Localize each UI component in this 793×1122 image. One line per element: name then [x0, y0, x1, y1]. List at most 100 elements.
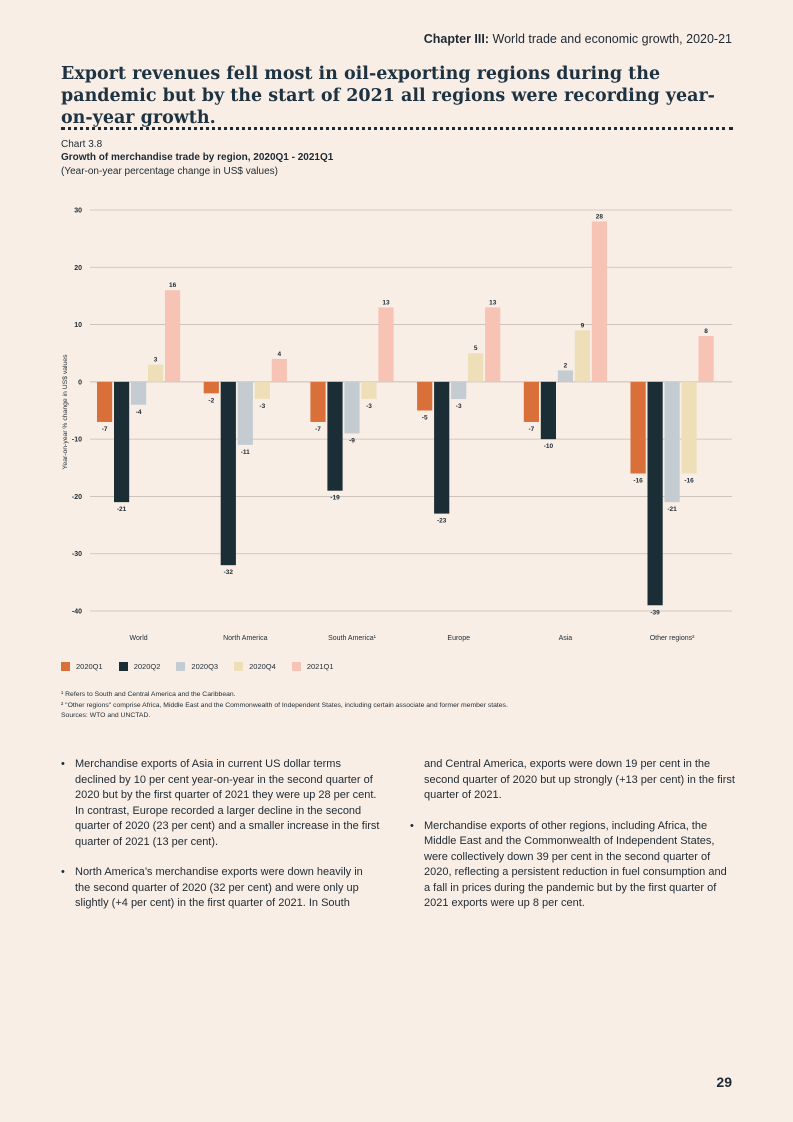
dotted-divider	[61, 127, 733, 130]
x-tick-label: Europe	[447, 635, 470, 642]
bar-2020q4-3	[468, 353, 484, 382]
bar-2020q4-1	[254, 381, 270, 400]
chapter-header: Chapter III: World trade and economic gr…	[424, 32, 732, 46]
body-column-right: and Central America, exports were down 1…	[410, 757, 735, 927]
legend-swatch	[61, 662, 70, 671]
chart-title: Growth of merchandise trade by region, 2…	[61, 152, 334, 163]
legend-item-2021q1: 2021Q1	[291, 662, 334, 671]
y-tick-label: 20	[74, 265, 82, 272]
data-label: 4	[277, 351, 281, 358]
bar-2020q3-2	[344, 381, 360, 434]
data-label: -7	[102, 426, 108, 433]
legend-item-2020q2: 2020Q2	[118, 662, 161, 671]
data-label: -10	[544, 443, 554, 450]
data-label: -11	[241, 449, 250, 456]
y-tick-label: 10	[74, 322, 82, 329]
bar-2021q1-4	[591, 221, 607, 382]
data-label: -23	[437, 518, 447, 525]
y-tick-label: 30	[74, 208, 82, 215]
bar-2020q2-3	[434, 381, 450, 514]
data-label: 3	[154, 357, 158, 364]
data-label: -3	[366, 403, 372, 410]
data-label: 5	[474, 345, 478, 352]
bar-2020q4-4	[574, 330, 590, 382]
data-labels: -7 -21 -4 3 16 -2 -32 -11 -3 4 -7 -19 -9 -3 13 -5 -23 -3 5…	[102, 213, 709, 616]
data-label: -16	[633, 478, 643, 485]
footnote-2: ² "Other regions" comprise Africa, Middl…	[61, 701, 508, 709]
data-label: -9	[349, 437, 355, 444]
bar-2020q4-2	[361, 381, 377, 400]
y-tick-label: -20	[72, 494, 82, 501]
y-tick-label: -30	[72, 551, 82, 558]
bar-2020q2-1	[220, 381, 236, 566]
bar-2020q1-3	[417, 381, 433, 411]
bar-2020q3-5	[664, 381, 680, 503]
legend-label: 2020Q4	[249, 662, 276, 671]
bar-2020q2-0	[114, 381, 130, 503]
legend-label: 2021Q1	[306, 662, 334, 671]
legend-swatch	[118, 662, 128, 671]
paragraph-south-america: and Central America, exports were down 1…	[424, 758, 735, 801]
y-tick-label: 0	[78, 379, 82, 386]
legend-label: 2020Q2	[133, 662, 161, 671]
data-label: 28	[596, 213, 604, 220]
data-label: -19	[330, 495, 340, 502]
legend-swatch	[176, 662, 186, 671]
data-label: -32	[224, 569, 234, 576]
y-axis-label: Year-on-year % change in US$ values	[62, 354, 69, 470]
bar-2021q1-2	[378, 307, 394, 382]
paragraph-asia-europe: Merchandise exports of Asia in current U…	[61, 757, 381, 850]
bar-2020q2-5	[647, 381, 663, 606]
chart-legend: 2020Q1 2020Q2 2020Q3 2020Q4 2021Q1	[61, 662, 334, 671]
bar-2021q1-0	[165, 290, 181, 382]
bar-2020q2-4	[540, 381, 556, 440]
y-axis-ticks: 30 20 10 0 -10 -20 -30 -40	[72, 208, 82, 616]
bar-2021q1-5	[698, 336, 714, 382]
bar-2020q2-2	[327, 381, 343, 491]
legend-label: 2020Q1	[76, 662, 103, 671]
x-tick-label: Other regions²	[650, 635, 695, 642]
chart-bars	[97, 221, 714, 606]
bar-2021q1-3	[485, 307, 501, 382]
data-label: -21	[667, 506, 677, 513]
data-label: 8	[704, 328, 708, 335]
body-column-left: Merchandise exports of Asia in current U…	[61, 757, 381, 927]
bar-2020q1-5	[630, 381, 646, 474]
data-label: 13	[489, 299, 497, 306]
bar-2020q4-0	[148, 364, 164, 382]
chart-number: Chart 3.8	[61, 139, 103, 150]
bar-2020q1-4	[523, 381, 539, 422]
legend-label: 2020Q3	[191, 662, 219, 671]
bar-2021q1-1	[271, 358, 287, 382]
data-label: -39	[650, 609, 660, 616]
data-label: 13	[382, 299, 390, 306]
data-label: -16	[684, 478, 694, 485]
bar-2020q3-4	[557, 370, 573, 382]
x-tick-label: Asia	[559, 635, 573, 642]
x-tick-label: North America	[223, 635, 267, 642]
data-label: -3	[456, 403, 462, 410]
y-tick-label: -10	[72, 437, 82, 444]
data-label: 16	[169, 282, 177, 289]
bar-2020q3-1	[237, 381, 253, 445]
data-label: -7	[529, 426, 535, 433]
legend-item-2020q3: 2020Q3	[176, 662, 218, 671]
data-label: -4	[136, 409, 142, 416]
bar-2020q3-3	[451, 381, 467, 400]
page-heading: Export revenues fell most in oil-exporti…	[61, 64, 715, 128]
data-label: 2	[564, 362, 568, 369]
data-label: -5	[422, 415, 428, 422]
legend-swatch	[234, 662, 244, 671]
data-label: 9	[581, 322, 585, 329]
x-axis-ticks: World North America South America¹ Europe As…	[130, 635, 696, 642]
y-tick-label: -40	[72, 609, 82, 616]
legend-swatch	[291, 662, 301, 671]
chart-subtitle: (Year-on-year percentage change in US$ v…	[61, 166, 278, 177]
bar-2020q4-5	[681, 381, 697, 474]
x-tick-label: World	[130, 635, 148, 642]
x-tick-label: South America¹	[328, 635, 377, 642]
legend-item-2020q1: 2020Q1	[61, 662, 103, 671]
sources-note: Sources: WTO and UNCTAD.	[61, 712, 151, 719]
chapter-title: World trade and economic growth, 2020-21	[489, 32, 733, 46]
